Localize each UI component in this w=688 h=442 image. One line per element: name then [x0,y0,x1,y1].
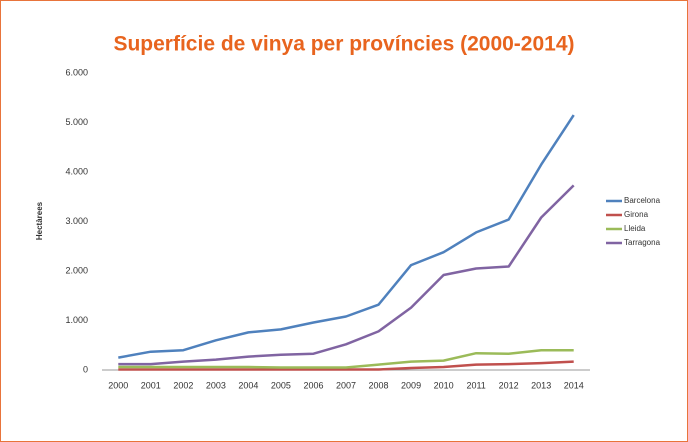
x-tick-label: 2000 [108,380,128,390]
y-tick-label: 6.000 [65,67,88,77]
y-tick-label: 4.000 [65,166,88,176]
x-tick-label: 2012 [499,380,519,390]
x-tick-label: 2010 [434,380,454,390]
y-tick-label: 5.000 [65,117,88,127]
series-line [118,348,574,369]
series-line [118,184,575,366]
x-tick-label: 2005 [271,380,291,390]
x-tick-label: 2013 [531,380,551,390]
x-tick-label: 2007 [336,380,356,390]
x-tick-label: 2001 [141,380,161,390]
x-tick-label: 2011 [466,380,485,390]
x-tick-label: 2008 [369,380,389,390]
x-tick-label: 2004 [238,380,258,390]
series-line [118,360,574,371]
chart-title: Superfície de vinya per províncies (2000… [113,33,574,56]
legend-label: Tarragona [624,238,661,247]
y-tick-label: 0 [83,364,88,374]
y-tick-label: 1.000 [65,315,88,325]
y-tick-label: 2.000 [65,265,88,275]
legend-label: Barcelona [624,196,661,205]
y-axis-label: Hectàrees [35,201,44,240]
legend-label: Lleida [624,224,646,233]
legend-label: Girona [624,210,649,219]
series-line [118,114,575,359]
y-tick-label: 3.000 [65,216,88,226]
x-tick-label: 2009 [401,380,421,390]
x-tick-label: 2014 [564,380,584,390]
x-tick-label: 2003 [206,380,226,390]
x-tick-label: 2006 [303,380,323,390]
x-tick-label: 2002 [173,380,193,390]
